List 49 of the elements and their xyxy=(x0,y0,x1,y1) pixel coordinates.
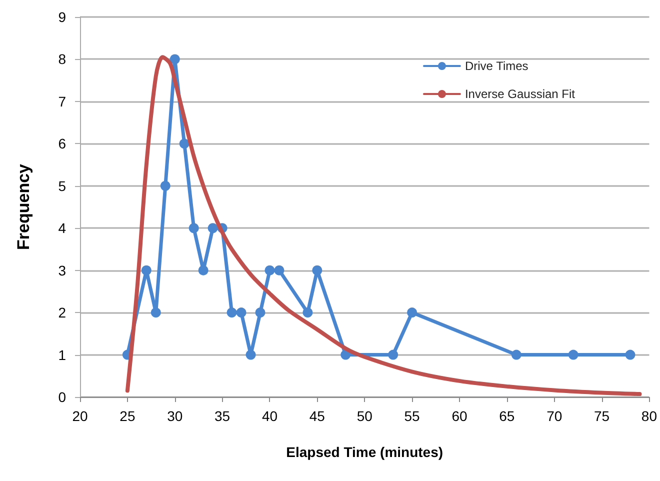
y-tick-label: 0 xyxy=(58,389,66,405)
point xyxy=(188,223,199,234)
point xyxy=(160,180,170,191)
point xyxy=(407,308,418,318)
y-tick-label: 2 xyxy=(58,304,66,321)
x-tick-label: 55 xyxy=(404,408,420,424)
x-tick-label: 75 xyxy=(594,408,610,424)
point xyxy=(179,138,190,149)
x-tick-label: 40 xyxy=(262,408,278,424)
point xyxy=(511,350,522,360)
point xyxy=(264,265,275,276)
point xyxy=(150,308,161,318)
point xyxy=(568,350,578,360)
x-tick-label: 50 xyxy=(356,408,373,424)
y-tick-label: 4 xyxy=(58,220,66,236)
point xyxy=(302,308,313,318)
y-tick-label: 7 xyxy=(58,93,66,110)
y-tick-label: 1 xyxy=(58,346,66,363)
point xyxy=(170,54,180,64)
legend-label: Inverse Gaussian Fit xyxy=(464,87,576,101)
y-tick-label: 5 xyxy=(58,178,66,194)
point xyxy=(625,350,636,360)
point xyxy=(208,223,218,234)
point xyxy=(236,308,246,318)
x-tick-label: 35 xyxy=(214,408,230,424)
x-tick-label: 60 xyxy=(452,408,468,424)
point xyxy=(340,350,351,360)
x-tick-label: 45 xyxy=(309,408,326,424)
point xyxy=(198,265,208,276)
y-tick-label: 6 xyxy=(58,136,66,152)
point xyxy=(226,308,237,318)
x-tick-label: 80 xyxy=(641,408,658,424)
x-tick-label: 65 xyxy=(499,408,515,424)
legend-label: Drive Times xyxy=(464,59,528,73)
y-tick-label: 9 xyxy=(58,9,66,25)
point xyxy=(255,308,266,318)
y-tick-label: 3 xyxy=(58,262,66,278)
x-axis-title: Elapsed Time (minutes) xyxy=(286,444,444,460)
point xyxy=(388,350,398,360)
point xyxy=(246,350,256,360)
x-tick-label: 20 xyxy=(72,408,88,424)
x-tick-label: 70 xyxy=(546,408,562,424)
point xyxy=(141,265,152,276)
y-tick-label: 8 xyxy=(58,51,66,68)
x-tick-label: 25 xyxy=(120,408,136,424)
point xyxy=(312,265,322,276)
point xyxy=(274,265,284,276)
x-tick-label: 30 xyxy=(167,408,183,424)
y-axis-title: Frequency xyxy=(14,163,33,250)
